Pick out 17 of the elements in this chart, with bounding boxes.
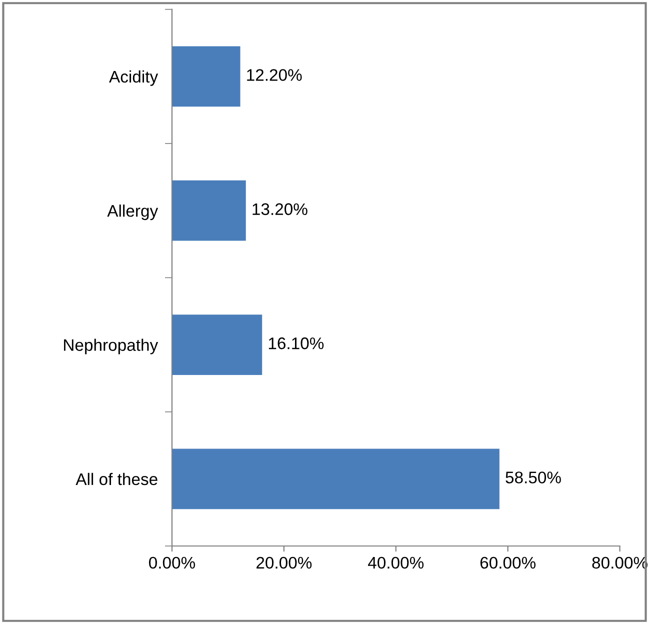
data-label: 58.50%	[506, 472, 561, 484]
bar	[172, 448, 500, 510]
bar	[172, 180, 246, 241]
data-label: 13.20%	[252, 203, 308, 216]
x-tick-label: 20.00%	[256, 556, 312, 569]
x-tick-label: 60.00%	[480, 556, 536, 569]
y-tick-label: All of these	[76, 472, 158, 486]
x-tick-label: 0.00%	[149, 556, 196, 569]
y-tick-label: Nephropathy	[64, 338, 158, 354]
bar	[172, 46, 240, 107]
data-label: 16.10%	[268, 337, 324, 350]
x-tick-label: 40.00%	[368, 556, 424, 569]
bar	[172, 314, 262, 375]
y-tick-label: Acidity	[109, 70, 158, 86]
x-tick-label: 80.00%	[592, 556, 648, 569]
data-label: 12.20%	[247, 69, 302, 81]
y-tick-label: Allergy	[107, 204, 158, 220]
